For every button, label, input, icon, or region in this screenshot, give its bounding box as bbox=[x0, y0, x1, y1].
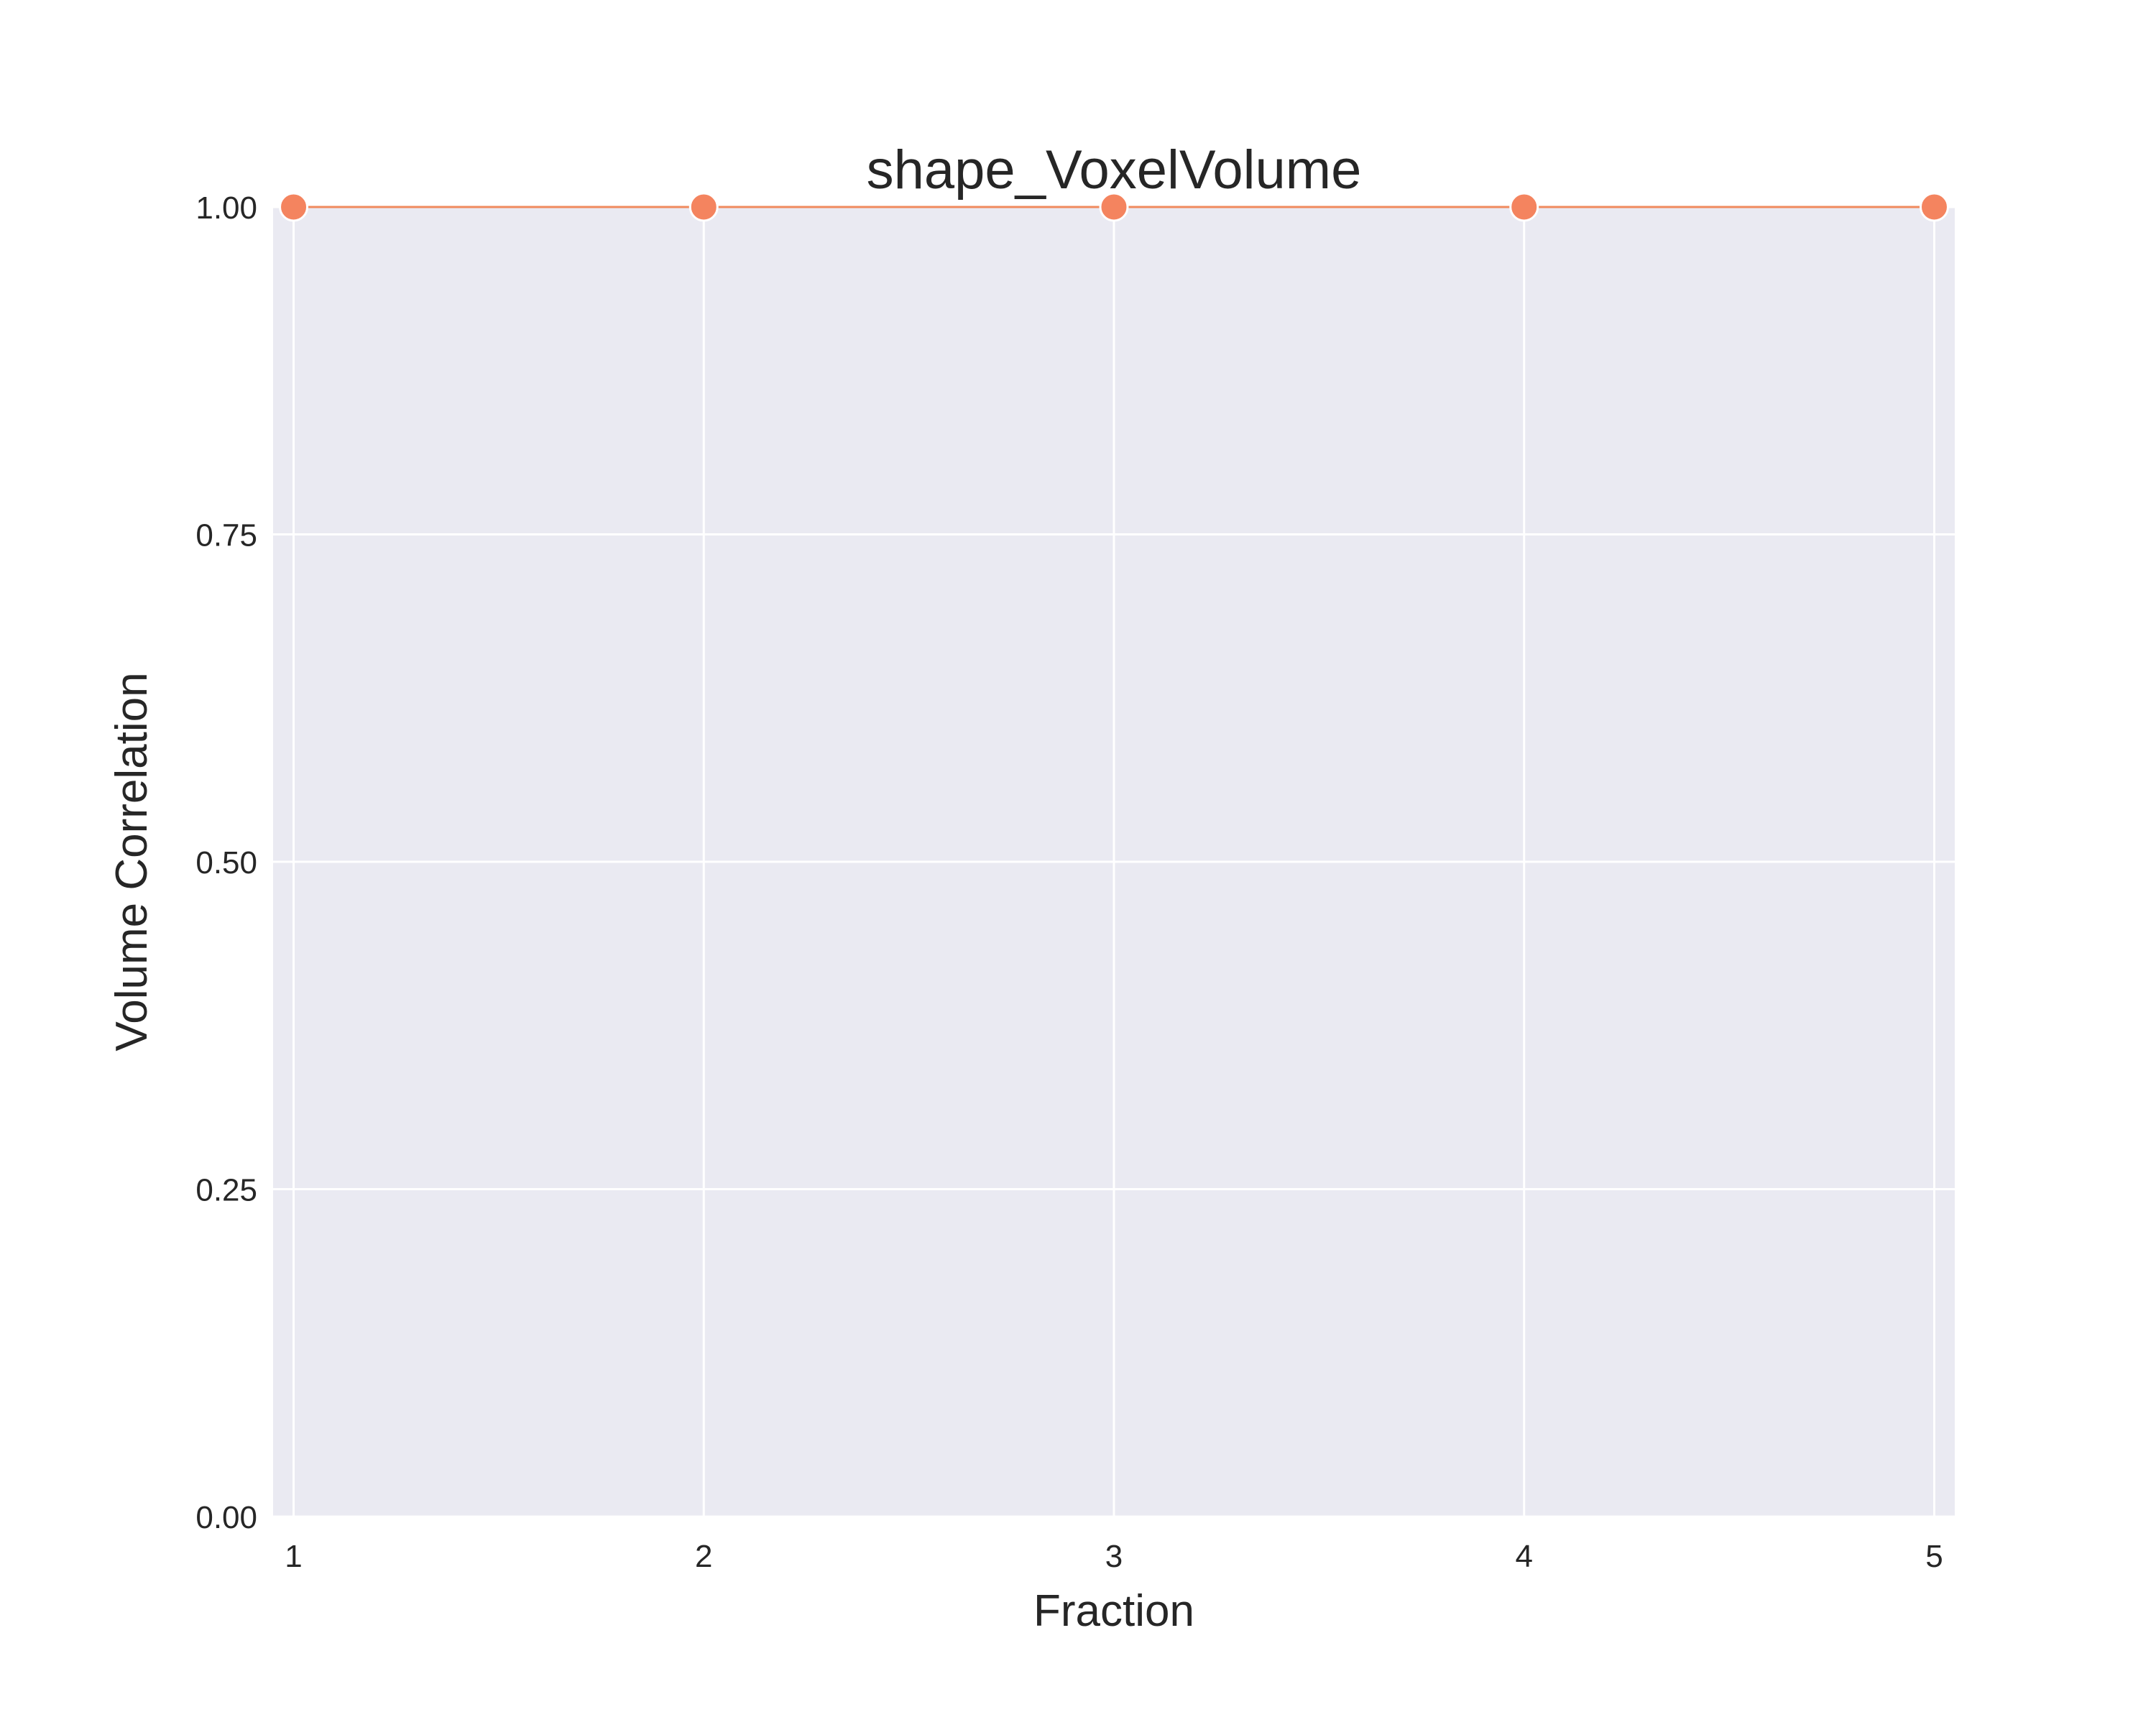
chart-title: shape_VoxelVolume bbox=[867, 139, 1362, 201]
x-tick-label: 1 bbox=[285, 1539, 302, 1574]
x-tick-labels: 1 2 3 4 5 bbox=[285, 1539, 1943, 1574]
y-tick-label: 0.00 bbox=[195, 1500, 257, 1535]
data-point bbox=[1509, 192, 1539, 222]
data-point bbox=[1919, 192, 1949, 222]
x-axis-label: Fraction bbox=[1033, 1586, 1194, 1636]
x-tick-label: 2 bbox=[695, 1539, 712, 1574]
y-tick-label: 1.00 bbox=[195, 190, 257, 226]
data-point bbox=[1099, 192, 1129, 222]
y-tick-labels: 0.00 0.25 0.50 0.75 1.00 bbox=[195, 190, 257, 1535]
y-tick-label: 0.50 bbox=[195, 845, 257, 880]
x-tick-label: 3 bbox=[1105, 1539, 1123, 1574]
series-layer bbox=[279, 192, 1949, 222]
y-tick-label: 0.75 bbox=[195, 518, 257, 553]
y-tick-label: 0.25 bbox=[195, 1173, 257, 1208]
data-point bbox=[279, 192, 309, 222]
x-tick-label: 4 bbox=[1515, 1539, 1532, 1574]
x-tick-label: 5 bbox=[1925, 1539, 1943, 1574]
data-point bbox=[688, 192, 719, 222]
y-axis-label: Volume Correlation bbox=[107, 672, 157, 1051]
